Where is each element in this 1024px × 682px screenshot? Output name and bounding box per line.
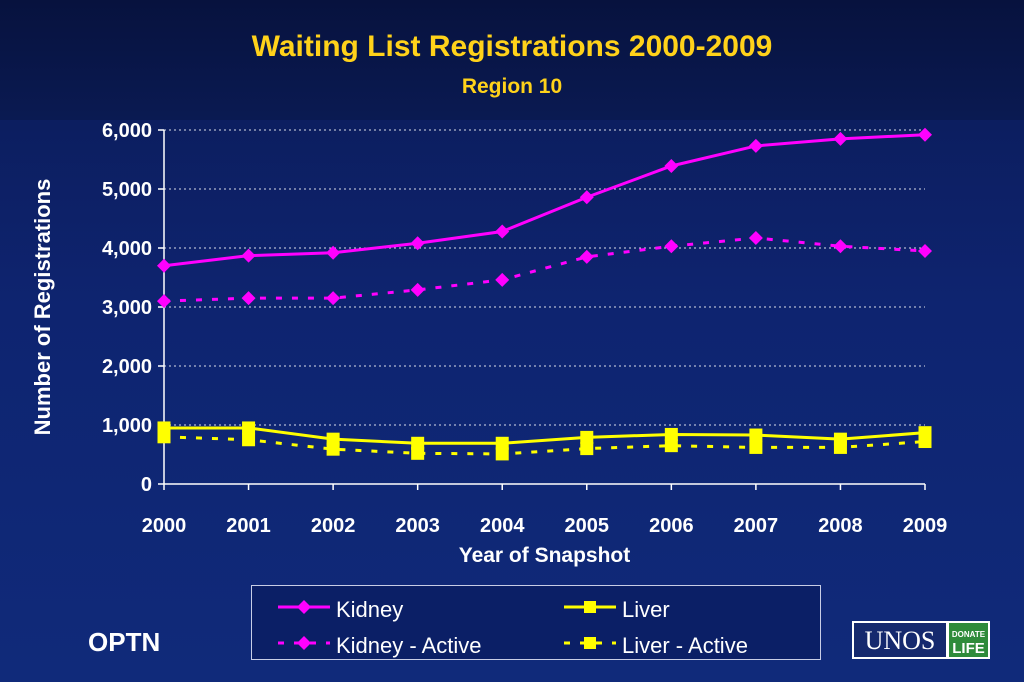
- logo-donate-text: DONATE: [952, 630, 986, 639]
- y-tick-label: 2,000: [102, 356, 152, 378]
- point-liver: [326, 432, 340, 446]
- point-kidney: [579, 190, 594, 205]
- x-tick-label: 2008: [818, 515, 863, 537]
- y-tick-label: 3,000: [102, 297, 152, 319]
- x-tick-label: 2009: [903, 515, 948, 537]
- series-line-kidney: [163, 133, 926, 268]
- point-liver-active: [157, 430, 171, 444]
- point-liver: [664, 427, 678, 441]
- title-band: [0, 0, 1024, 120]
- point-kidney-active: [833, 239, 848, 254]
- point-liver-active: [495, 447, 509, 461]
- point-kidney-active: [579, 249, 594, 264]
- point-kidney: [918, 127, 932, 142]
- legend-swatch-liver-active: [564, 637, 616, 649]
- point-liver-active: [411, 446, 425, 460]
- point-kidney-active: [241, 291, 256, 306]
- x-tick-label: 2007: [734, 515, 779, 537]
- point-liver-active: [580, 442, 594, 456]
- x-tick-label: 2003: [395, 515, 440, 537]
- point-liver-active: [242, 433, 256, 447]
- y-tick-label: 5,000: [102, 179, 152, 201]
- x-tick-label: 2002: [311, 515, 356, 537]
- point-liver: [749, 428, 763, 442]
- point-kidney: [241, 248, 256, 263]
- point-kidney-active: [748, 230, 763, 245]
- point-liver-active: [833, 440, 847, 454]
- legend-label-liver-active: Liver - Active: [622, 633, 748, 658]
- x-tick-label: 2001: [226, 515, 271, 537]
- point-liver-active: [749, 440, 763, 454]
- legend-label-kidney: Kidney: [336, 597, 404, 622]
- logo-unos-text: UNOS: [865, 626, 936, 655]
- point-kidney-active: [918, 243, 932, 258]
- line-chart: 0 1,000 2,000 3,000 4,000 5,000 6,000 2000 2001 2…: [30, 120, 948, 567]
- x-tick-label: 2006: [649, 515, 694, 537]
- y-tick-label: 0: [141, 474, 152, 496]
- x-axis-title: Year of Snapshot: [459, 544, 631, 567]
- point-liver: [580, 430, 594, 444]
- point-liver: [411, 436, 425, 450]
- chart-subtitle: Region 10: [461, 75, 563, 98]
- point-kidney-active: [410, 282, 425, 297]
- x-tick-label: 2000: [142, 515, 187, 537]
- point-kidney: [157, 258, 171, 273]
- y-tick-label: 1,000: [102, 415, 152, 437]
- point-liver: [495, 436, 509, 450]
- point-kidney-active: [326, 291, 341, 306]
- legend-label-liver: Liver: [622, 597, 670, 622]
- legend-swatch-kidney: [278, 600, 330, 614]
- point-kidney-active: [664, 239, 679, 254]
- series-line-kidney-active: [163, 236, 926, 303]
- point-kidney: [833, 131, 848, 146]
- y-axis-title: Number of Registrations: [30, 179, 55, 436]
- x-tick-label: 2004: [480, 515, 525, 537]
- chart-title: Waiting List Registrations 2000-2009: [251, 30, 773, 63]
- point-kidney: [326, 245, 341, 260]
- point-kidney-active: [157, 294, 171, 309]
- y-tick-label: 6,000: [102, 120, 152, 142]
- chart-legend: Kidney Liver Kidney - Active Liver - Act…: [251, 585, 821, 660]
- point-liver-active: [326, 442, 340, 456]
- point-kidney-active: [495, 272, 510, 287]
- point-kidney: [495, 224, 510, 239]
- point-kidney: [664, 158, 679, 173]
- legend-swatch-liver: [564, 601, 616, 613]
- legend-swatch-kidney-active: [278, 636, 330, 650]
- unos-donate-life-logo: UNOS DONATE LIFE: [852, 621, 990, 659]
- legend-label-kidney-active: Kidney - Active: [336, 633, 482, 658]
- point-liver: [242, 421, 256, 435]
- optn-label: OPTN: [88, 627, 161, 657]
- logo-life-text: LIFE: [952, 640, 985, 657]
- point-kidney: [410, 236, 425, 251]
- point-liver-active: [664, 439, 678, 453]
- point-kidney: [748, 138, 763, 153]
- y-tick-label: 4,000: [102, 238, 152, 260]
- point-liver-active: [918, 435, 932, 449]
- x-tick-label: 2005: [565, 515, 610, 537]
- series-line-liver: [164, 426, 926, 445]
